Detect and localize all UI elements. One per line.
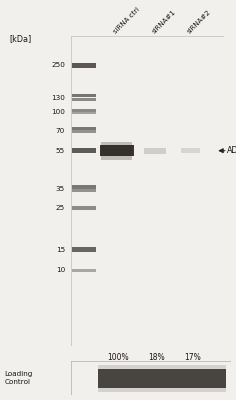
Text: siRNA#1: siRNA#1	[151, 8, 177, 34]
Text: 10: 10	[56, 267, 65, 273]
Text: 100%: 100%	[107, 353, 128, 362]
Text: 18%: 18%	[148, 353, 165, 362]
Text: ADSL: ADSL	[227, 146, 236, 155]
Text: 15: 15	[56, 247, 65, 253]
Text: 17%: 17%	[184, 353, 201, 362]
Text: 55: 55	[56, 148, 65, 154]
Text: 25: 25	[56, 205, 65, 211]
Text: 100: 100	[51, 109, 65, 115]
Text: siRNA ctrl: siRNA ctrl	[113, 6, 141, 34]
Text: 70: 70	[56, 128, 65, 134]
Text: 250: 250	[51, 62, 65, 68]
Text: siRNA#2: siRNA#2	[186, 8, 212, 34]
Text: Loading
Control: Loading Control	[5, 372, 33, 385]
Text: 130: 130	[51, 95, 65, 101]
Text: 35: 35	[56, 186, 65, 192]
Text: [kDa]: [kDa]	[9, 34, 32, 43]
